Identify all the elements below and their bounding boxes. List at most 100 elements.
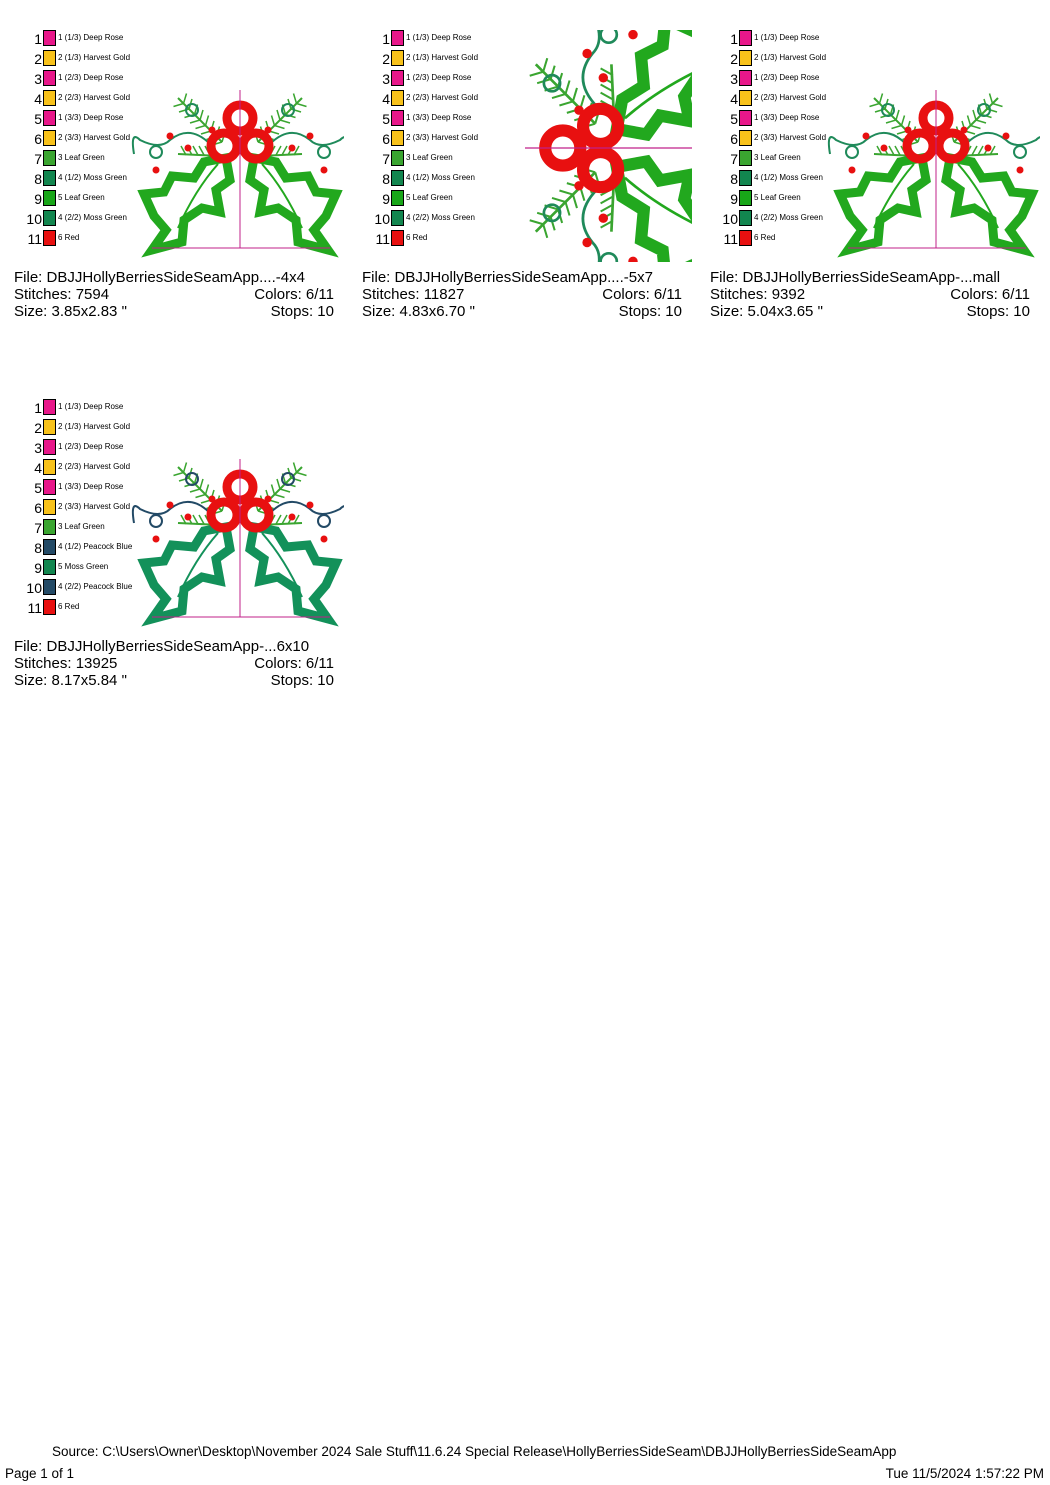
swirl-vine-right [264, 103, 344, 174]
red-berry-dot [166, 132, 174, 140]
thread-number: 11 [375, 231, 390, 247]
thread-color-swatch [43, 50, 56, 66]
fern-frond-left [869, 93, 922, 157]
thread-color-swatch [43, 30, 56, 46]
thread-number: 9 [730, 191, 738, 207]
thread-label: 2 (1/3) Harvest Gold [58, 53, 131, 62]
design-size: Size: 3.85x2.83 " [14, 303, 127, 320]
thread-row: 1 1 (1/3) Deep Rose [710, 30, 830, 50]
thread-row: 3 1 (2/3) Deep Rose [14, 439, 134, 459]
swirl-vine-right [542, 30, 638, 115]
berry-ring [238, 497, 274, 533]
thread-color-swatch [43, 479, 56, 495]
holly-leaf-left [833, 152, 931, 258]
thread-row: 10 4 (2/2) Moss Green [710, 210, 830, 230]
thread-label: 6 Red [58, 233, 80, 242]
thread-color-swatch [43, 70, 56, 86]
thread-color-swatch [739, 170, 752, 186]
thread-label: 4 (1/2) Moss Green [406, 173, 475, 182]
thread-number: 3 [34, 440, 42, 456]
thread-row: 8 4 (1/2) Peacock Blue [14, 539, 134, 559]
berry-ring [902, 128, 938, 164]
design-card[interactable]: 1 1 (1/3) Deep Rose 2 2 (1/3) Harvest Gold 3… [14, 399, 344, 699]
fern-frond-left [173, 93, 226, 157]
embroidery-design [131, 90, 344, 258]
thread-number: 5 [730, 111, 738, 127]
red-berry-dot [306, 132, 314, 140]
thread-number: 1 [34, 31, 42, 47]
thread-number: 4 [34, 91, 42, 107]
thread-label: 1 (2/3) Deep Rose [406, 73, 472, 82]
thread-color-swatch [43, 230, 56, 246]
thread-row: 9 5 Leaf Green [710, 190, 830, 210]
thread-row: 6 2 (3/3) Harvest Gold [14, 499, 134, 519]
thread-color-swatch [739, 70, 752, 86]
thread-row: 7 3 Leaf Green [14, 150, 134, 170]
red-berry-dot [598, 73, 609, 83]
red-berry-dot [960, 126, 968, 134]
thread-label: 5 Leaf Green [754, 193, 801, 202]
info-line: File: DBJJHollyBerriesSideSeamApp....-4x… [14, 269, 334, 286]
thread-label: 4 (2/2) Moss Green [406, 213, 475, 222]
thread-number: 7 [34, 151, 42, 167]
design-half-left [131, 462, 235, 627]
thread-color-swatch [43, 150, 56, 166]
thread-row: 8 4 (1/2) Moss Green [14, 170, 134, 190]
red-berry-dot [264, 495, 272, 503]
design-stops: Stops: 10 [618, 303, 682, 320]
thread-label: 1 (3/3) Deep Rose [754, 113, 820, 122]
thread-label: 5 Moss Green [58, 562, 109, 571]
swirl-vine-left [131, 472, 216, 543]
thread-number: 5 [34, 111, 42, 127]
red-berry-dot [208, 126, 216, 134]
red-berry-dot [306, 501, 314, 509]
thread-color-swatch [43, 419, 56, 435]
berry-ring [576, 102, 625, 151]
holly-leaf-left [609, 154, 692, 262]
thread-number: 5 [382, 111, 390, 127]
thread-label: 1 (2/3) Deep Rose [58, 442, 124, 451]
design-card[interactable]: 1 1 (1/3) Deep Rose 2 2 (1/3) Harvest Gold 3… [14, 30, 344, 330]
berry-ring [934, 128, 970, 164]
design-half-right [941, 93, 1040, 258]
thread-number: 3 [730, 71, 738, 87]
design-stitches: Stitches: 11827 [362, 286, 465, 303]
thread-number: 1 [730, 31, 738, 47]
leaf-vein-right [261, 532, 303, 598]
thread-label: 1 (3/3) Deep Rose [406, 113, 472, 122]
thread-row: 11 6 Red [362, 230, 482, 250]
fern-frond-left [529, 167, 616, 239]
swirl-vine-left [542, 181, 638, 262]
thread-color-swatch [391, 150, 404, 166]
thread-label: 2 (3/3) Harvest Gold [406, 133, 479, 142]
leaf-vein-right [624, 63, 692, 120]
thread-number: 9 [34, 560, 42, 576]
swirl-vine-right [960, 103, 1040, 174]
design-preview [524, 30, 692, 262]
red-berry-dot [598, 213, 609, 223]
info-line: Size: 8.17x5.84 " Stops: 10 [14, 672, 334, 689]
design-colors: Colors: 6/11 [254, 655, 334, 672]
thread-number: 7 [730, 151, 738, 167]
thread-color-swatch [43, 519, 56, 535]
thread-color-swatch [43, 559, 56, 575]
thread-color-swatch [43, 190, 56, 206]
holly-leaf-right [609, 30, 692, 142]
red-berry-dot [320, 166, 328, 174]
thread-label: 1 (2/3) Deep Rose [58, 73, 124, 82]
thread-color-swatch [43, 90, 56, 106]
design-card[interactable]: 1 1 (1/3) Deep Rose 2 2 (1/3) Harvest Gold 3… [710, 30, 1040, 330]
thread-label: 4 (2/2) Peacock Blue [58, 582, 132, 591]
thread-color-swatch [43, 579, 56, 595]
info-line: Stitches: 13925 Colors: 6/11 [14, 655, 334, 672]
red-berry-dot [628, 256, 638, 262]
design-card[interactable]: 1 1 (1/3) Deep Rose 2 2 (1/3) Harvest Gold 3… [362, 30, 692, 330]
thread-color-swatch [739, 190, 752, 206]
red-berry-dot [264, 126, 272, 134]
red-berry-dot [574, 181, 584, 191]
design-file: File: DBJJHollyBerriesSideSeamApp....-4x… [14, 269, 305, 286]
thread-label: 4 (1/2) Moss Green [754, 173, 823, 182]
thread-row: 4 2 (2/3) Harvest Gold [14, 459, 134, 479]
thread-color-swatch [43, 170, 56, 186]
design-stops: Stops: 10 [270, 672, 334, 689]
